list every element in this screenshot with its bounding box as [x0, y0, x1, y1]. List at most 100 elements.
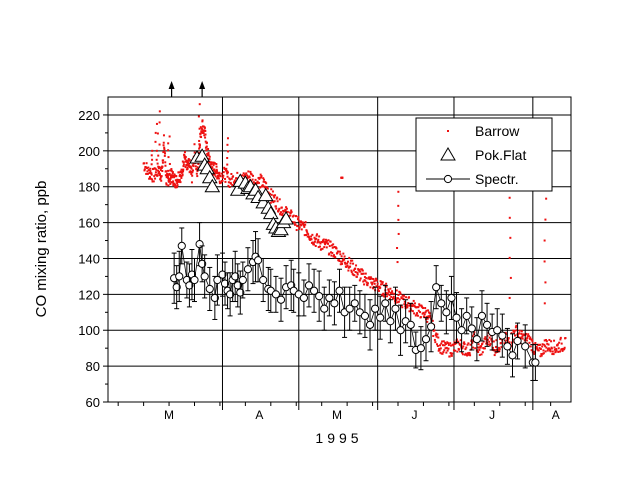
barrow-point: [349, 265, 352, 268]
barrow-point: [235, 177, 238, 180]
barrow-point: [412, 299, 415, 302]
barrow-point: [281, 214, 284, 217]
barrow-point: [173, 176, 176, 179]
barrow-point: [435, 332, 438, 335]
barrow-point: [144, 166, 147, 169]
pokflat-point: [199, 160, 216, 175]
barrow-point: [203, 134, 206, 137]
barrow-point: [341, 260, 344, 263]
barrow-point: [162, 159, 165, 162]
barrow-point: [193, 143, 196, 146]
barrow-point: [258, 177, 261, 180]
barrow-spike-point: [543, 239, 546, 242]
barrow-point: [481, 342, 484, 345]
barrow-point: [519, 337, 522, 340]
barrow-point: [322, 238, 325, 241]
barrow-point: [391, 290, 394, 293]
barrow-point: [373, 280, 376, 283]
barrow-point: [405, 296, 408, 299]
barrow-point: [143, 162, 146, 165]
barrow-point: [175, 175, 178, 178]
spectr-point: [498, 331, 507, 340]
barrow-point: [369, 286, 372, 289]
barrow-spike-point: [197, 152, 200, 155]
barrow-point: [160, 175, 163, 178]
barrow-point: [231, 183, 234, 186]
barrow-point: [513, 331, 516, 334]
barrow-point: [518, 329, 521, 332]
barrow-point: [230, 172, 233, 175]
barrow-point: [202, 131, 205, 134]
barrow-point: [164, 174, 167, 177]
barrow-point: [169, 182, 172, 185]
barrow-point: [520, 330, 523, 333]
barrow-point: [224, 169, 227, 172]
barrow-point: [181, 171, 184, 174]
barrow-point: [214, 170, 217, 173]
plot-area-frame: [107, 96, 572, 403]
barrow-point: [541, 343, 544, 346]
barrow-point: [159, 168, 162, 171]
barrow-point: [163, 148, 166, 151]
barrow-point: [165, 176, 168, 179]
barrow-point: [165, 183, 168, 186]
barrow-point: [418, 303, 421, 306]
spectr-point: [396, 326, 405, 335]
barrow-point: [549, 348, 552, 351]
barrow-point: [218, 171, 221, 174]
barrow-point: [276, 196, 279, 199]
barrow-point: [480, 353, 483, 356]
barrow-point: [305, 229, 308, 232]
barrow-point: [402, 297, 405, 300]
barrow-point: [161, 169, 164, 172]
barrow-point: [328, 245, 331, 248]
barrow-point: [161, 165, 164, 168]
spectr-point: [376, 313, 385, 322]
barrow-point: [416, 312, 419, 315]
pokflat-point: [257, 187, 274, 202]
barrow-point: [401, 306, 404, 309]
barrow-point: [438, 344, 441, 347]
barrow-point: [397, 294, 400, 297]
legend-pokflat-marker: [440, 147, 456, 161]
barrow-point: [528, 337, 531, 340]
barrow-point: [561, 349, 564, 352]
barrow-point: [456, 350, 459, 353]
barrow-point: [284, 209, 287, 212]
barrow-point: [187, 162, 190, 165]
barrow-point: [472, 346, 475, 349]
barrow-point: [224, 180, 227, 183]
barrow-point: [230, 177, 233, 180]
barrow-point: [210, 161, 213, 164]
barrow-point: [424, 311, 427, 314]
barrow-point: [529, 345, 532, 348]
barrow-point: [189, 166, 192, 169]
barrow-point: [424, 307, 427, 310]
legend-label: Pok.Flat: [475, 147, 526, 163]
barrow-spike-point: [158, 110, 161, 113]
barrow-point: [352, 269, 355, 272]
barrow-point: [422, 307, 425, 310]
barrow-point: [355, 275, 358, 278]
x-month-label: M: [164, 408, 174, 422]
barrow-point: [381, 281, 384, 284]
barrow-point: [187, 158, 190, 161]
barrow-point: [302, 223, 305, 226]
barrow-point: [316, 241, 319, 244]
barrow-point: [181, 173, 184, 176]
barrow-point: [281, 212, 284, 215]
barrow-point: [342, 252, 345, 255]
barrow-point: [273, 200, 276, 203]
barrow-point: [221, 176, 224, 179]
barrow-point: [276, 200, 279, 203]
barrow-point: [296, 225, 299, 228]
barrow-point: [398, 298, 401, 301]
barrow-point: [246, 174, 249, 177]
spectr-point: [482, 320, 492, 329]
spectr-point: [437, 299, 446, 308]
barrow-point: [338, 260, 341, 263]
barrow-point: [164, 161, 167, 164]
spectr-point: [226, 290, 235, 299]
barrow-point: [289, 212, 292, 215]
